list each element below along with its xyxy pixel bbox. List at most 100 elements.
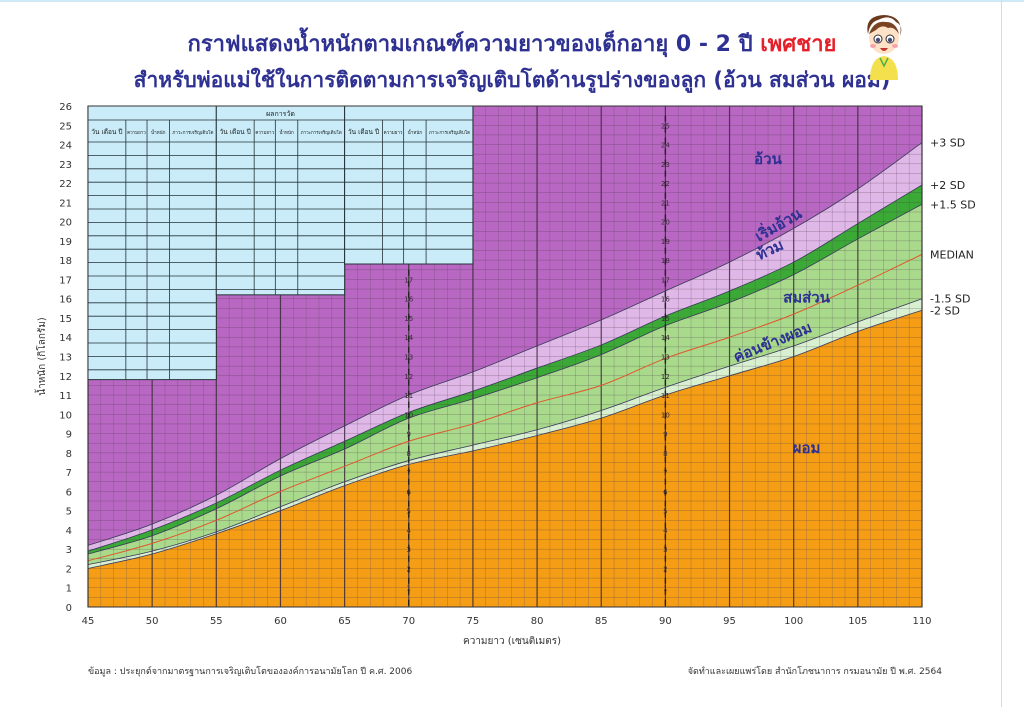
x-tick-label: 50: [146, 616, 159, 627]
sd-line-1: [87, 184, 923, 552]
y-tick-label: 26: [59, 102, 72, 113]
y-tick-label: 10: [59, 410, 72, 421]
y-tick-label: 24: [59, 141, 72, 152]
y-tick-label: 14: [59, 333, 72, 344]
y-tick-label: 11: [59, 391, 72, 402]
inner-axis-tick-label: 8: [407, 450, 411, 458]
y-tick-label: 9: [66, 430, 72, 441]
x-axis-label: ความยาว (เซนติเมตร): [463, 636, 561, 647]
sd-line-0: [87, 142, 923, 546]
sd-line-4: [87, 298, 923, 565]
inner-axis-tick-label: 12: [404, 373, 413, 381]
inner-axis-tick-label: 23: [661, 161, 670, 169]
y-tick-label: 8: [66, 449, 72, 460]
sd-line-5: [87, 309, 923, 569]
inner-axis-tick-label: 13: [404, 354, 413, 362]
top-border: [0, 0, 1024, 2]
table-column-header: น้ำหนัก: [408, 129, 423, 136]
table-column-header: วัน เดือน ปี: [91, 128, 122, 136]
plot-frame: [87, 105, 923, 608]
x-tick-label: 90: [659, 616, 672, 627]
inner-axis-tick-label: 9: [407, 431, 411, 439]
zone-label-proportionate: สมส่วน: [783, 289, 831, 307]
table-column-header: ความยาว: [384, 131, 403, 136]
table-column-header: วัน เดือน ปี: [348, 128, 379, 136]
sd-label: +2 SD: [930, 179, 965, 192]
x-tick-label: 95: [723, 616, 736, 627]
sd-label: +3 SD: [930, 137, 965, 150]
inner-axis-tick-label: 2: [663, 565, 667, 573]
inner-axis-tick-label: 14: [404, 334, 413, 342]
inner-axis-tick-label: 13: [661, 354, 670, 362]
inner-axis-tick-label: 10: [404, 411, 413, 419]
y-tick-label: 13: [59, 353, 72, 364]
y-tick-label: 2: [66, 564, 72, 575]
sd-label: -2 SD: [930, 304, 960, 317]
inner-axis-tick-label: 5: [407, 508, 411, 516]
y-tick-label: 17: [59, 275, 72, 286]
inner-axis-tick-label: 9: [663, 431, 667, 439]
inner-axis-tick-label: 15: [661, 315, 670, 323]
inner-axis-tick-label: 6: [407, 488, 412, 496]
inner-axis-tick-label: 11: [661, 392, 670, 400]
y-tick-label: 20: [59, 218, 72, 229]
x-tick-label: 65: [338, 616, 351, 627]
y-tick-label: 6: [66, 487, 72, 498]
inner-axis-tick-label: 1: [407, 585, 411, 593]
inner-axis-tick-label: 17: [404, 276, 413, 284]
inner-axis-tick-label: 15: [404, 315, 413, 323]
inner-axis-tick-label: 24: [661, 142, 670, 150]
right-border: [1001, 0, 1002, 707]
x-tick-label: 80: [531, 616, 544, 627]
inner-axis-tick-label: 4: [663, 527, 668, 535]
inner-axis-tick-label: 17: [661, 276, 670, 284]
inner-axis-tick-label: 19: [661, 238, 670, 246]
inner-axis-tick-label: 18: [661, 257, 670, 265]
sd-label: MEDIAN: [930, 248, 974, 261]
y-tick-label: 15: [59, 314, 72, 325]
zone-proportionate: [88, 204, 922, 565]
table-title: ผลการวัด: [266, 110, 295, 118]
table-column-header: ภาวะการเจริญเติบโต: [172, 129, 213, 136]
y-tick-label: 18: [59, 256, 72, 267]
sd-line-3: [87, 253, 923, 562]
footer-publisher: จัดทำและเผยแพร่โดย สำนักโภชนาการ กรมอนาม…: [687, 667, 942, 677]
x-tick-label: 105: [848, 616, 867, 627]
chart-subtitle: สำหรับพ่อแม่ใช้ในการติดตามการเจริญเติบโต…: [133, 68, 891, 92]
table-column-header: น้ำหนัก: [279, 129, 294, 136]
footer-source: ข้อมูล : ประยุกต์จากมาตรฐานการเจริญเติบโ…: [88, 667, 413, 677]
y-axis-label: น้ำหนัก (กิโลกรัม): [34, 317, 48, 396]
y-tick-label: 23: [59, 160, 72, 171]
y-tick-label: 1: [66, 584, 72, 595]
inner-axis-tick-label: 2: [407, 565, 411, 573]
x-tick-label: 55: [210, 616, 223, 627]
inner-axis-tick-label: 5: [663, 508, 667, 516]
table-section: [87, 105, 217, 381]
measurement-record-table: ผลการวัดวัน เดือน ปี ความยาว น้ำหนัก ภาวะกา…: [87, 105, 474, 381]
x-tick-label: 110: [912, 616, 931, 627]
y-tick-label: 0: [66, 603, 72, 614]
inner-axis-tick-label: 10: [661, 411, 670, 419]
inner-axis-tick-label: 6: [663, 488, 668, 496]
table-column-header: น้ำหนัก: [151, 129, 166, 136]
inner-axis-tick-label: 4: [407, 527, 412, 535]
inner-axis-tick-label: 12: [661, 373, 670, 381]
inner-axis-tick-label: 25: [661, 122, 670, 130]
table-column-header: ภาวะการเจริญเติบโต: [301, 129, 342, 136]
inner-axis-tick-label: 14: [661, 334, 670, 342]
inner-axis-tick-label: 8: [663, 450, 667, 458]
y-tick-label: 4: [66, 526, 72, 537]
x-tick-label: 85: [595, 616, 608, 627]
sd-label: +1.5 SD: [930, 198, 976, 211]
x-tick-label: 60: [274, 616, 287, 627]
y-tick-label: 22: [59, 179, 72, 190]
sd-label: -1.5 SD: [930, 293, 970, 306]
zone-label-obese: อ้วน: [754, 150, 782, 168]
inner-axis-tick-label: 3: [663, 546, 667, 554]
y-tick-label: 5: [66, 507, 72, 518]
table-section: [215, 105, 346, 296]
inner-axis-tick-label: 16: [404, 296, 413, 304]
title-sex: เพศชาย: [760, 32, 837, 57]
inner-axis-tick-label: 22: [661, 180, 670, 188]
